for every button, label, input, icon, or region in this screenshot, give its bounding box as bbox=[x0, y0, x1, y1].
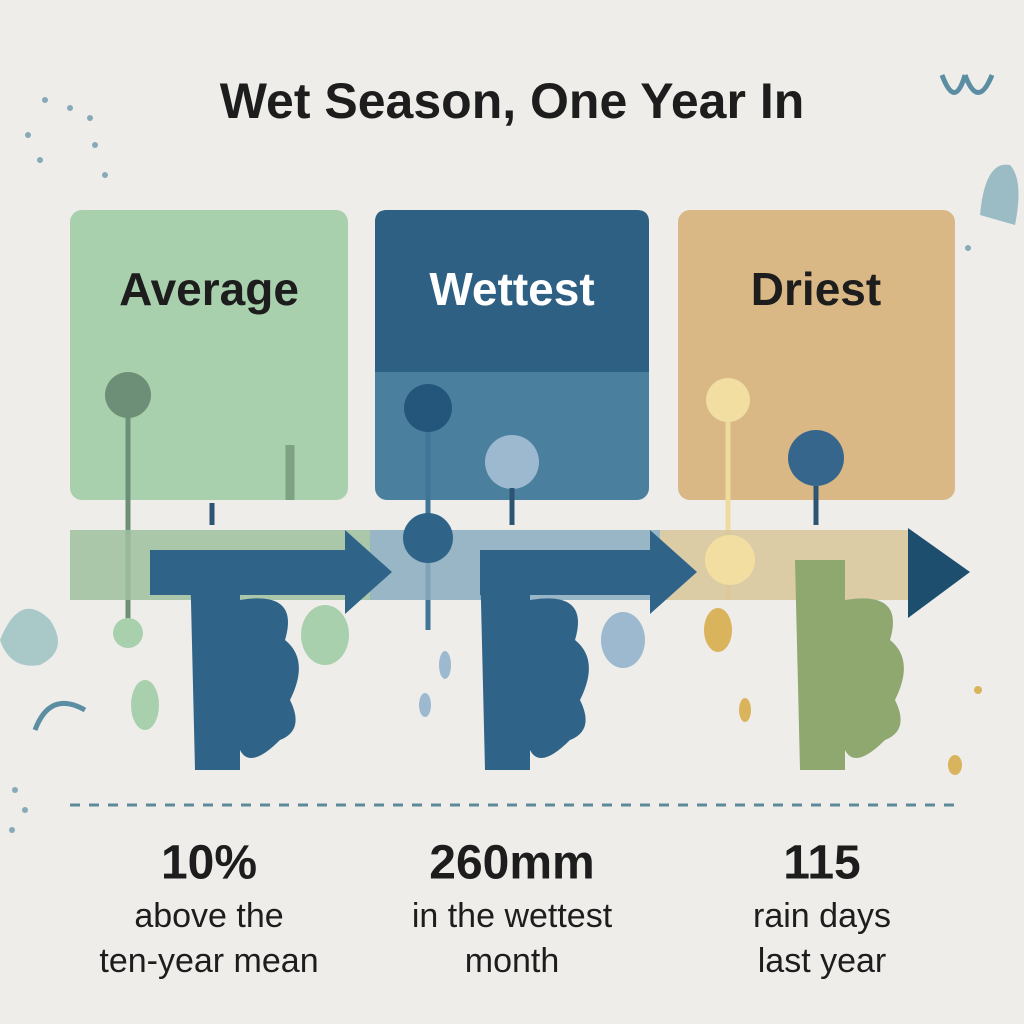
panel bbox=[678, 210, 955, 500]
panel-label: Average bbox=[119, 263, 299, 315]
panel-top bbox=[375, 210, 649, 372]
key-shape bbox=[795, 560, 904, 770]
title: Wet Season, One Year In bbox=[220, 73, 805, 129]
decor-arc bbox=[32, 700, 87, 731]
stat-text: last year bbox=[758, 942, 887, 980]
decor-dots bbox=[9, 97, 971, 833]
stat-text: month bbox=[465, 942, 560, 980]
decor-shell bbox=[0, 608, 58, 666]
stat-value: 260mm bbox=[429, 837, 594, 890]
pin-node bbox=[113, 618, 143, 648]
band bbox=[660, 530, 910, 600]
key-shape bbox=[190, 560, 299, 770]
panel-label: Wettest bbox=[429, 263, 594, 315]
stat-text: rain days bbox=[753, 897, 891, 935]
pin-node bbox=[403, 513, 453, 563]
key-shape bbox=[480, 560, 589, 770]
stat-value: 10% bbox=[161, 837, 257, 890]
panel-label: Driest bbox=[751, 263, 881, 315]
arrow bbox=[480, 530, 697, 614]
arrow bbox=[908, 528, 970, 618]
stat-text: above the bbox=[134, 897, 283, 935]
decor-wave bbox=[939, 74, 995, 95]
stat-text: in the wettest bbox=[412, 897, 613, 935]
drops bbox=[131, 605, 982, 775]
panel bbox=[70, 210, 348, 500]
decor-shell bbox=[980, 164, 1019, 225]
pin-node bbox=[705, 535, 755, 585]
stat-text: ten-year mean bbox=[99, 942, 318, 980]
stat-value: 115 bbox=[783, 837, 860, 890]
